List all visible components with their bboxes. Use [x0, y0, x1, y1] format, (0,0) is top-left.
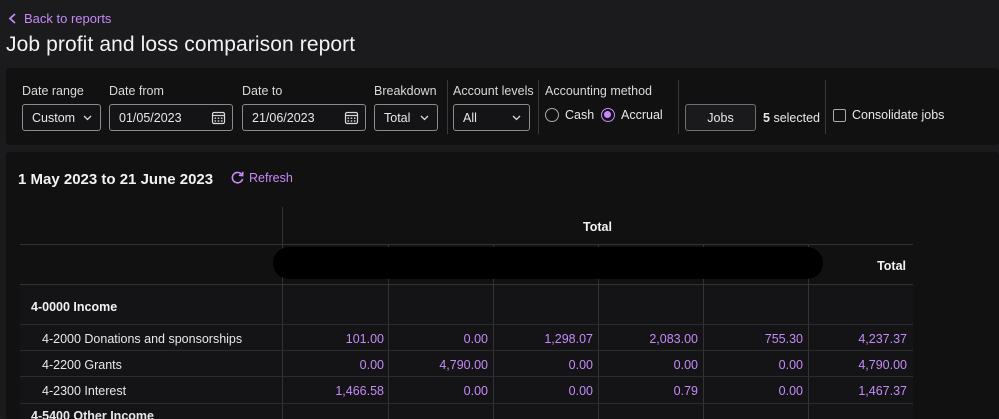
radio-accrual[interactable]: Accrual — [601, 108, 663, 122]
chevron-down-icon — [420, 115, 429, 121]
value-cell[interactable]: 0.00 — [568, 358, 593, 372]
date-range-value: Custom — [32, 110, 76, 125]
value-cell[interactable]: 0.00 — [359, 358, 384, 372]
radio-cash-label: Cash — [565, 108, 595, 122]
account-levels-label: Account levels — [453, 84, 534, 98]
value-cell[interactable]: 0.00 — [778, 358, 803, 372]
row-label-grants: 4-2200 Grants — [42, 358, 122, 372]
value-cell[interactable]: 2,083.00 — [649, 332, 698, 346]
value-cell[interactable]: 4,790.00 — [439, 358, 488, 372]
refresh-label: Refresh — [249, 170, 293, 185]
date-from-value: 01/05/2023 — [119, 110, 182, 125]
value-cell[interactable]: 755.30 — [764, 332, 803, 346]
jobs-button[interactable]: Jobs — [685, 104, 756, 131]
back-label: Back to reports — [24, 11, 112, 26]
chevron-down-icon — [512, 115, 521, 121]
breakdown-label: Breakdown — [374, 84, 437, 98]
row-divider — [20, 324, 913, 325]
calendar-icon[interactable] — [344, 110, 359, 125]
column-divider — [282, 207, 283, 419]
back-to-reports-link[interactable]: Back to reports — [8, 11, 111, 26]
section-income: 4-0000 Income — [31, 300, 118, 314]
value-cell[interactable]: 0.79 — [673, 384, 698, 398]
date-to-value: 21/06/2023 — [252, 110, 315, 125]
value-cell[interactable]: 0.00 — [778, 384, 803, 398]
divider — [447, 80, 448, 134]
chevron-down-icon — [83, 115, 92, 121]
divider — [678, 80, 679, 134]
row-label-interest: 4-2300 Interest — [42, 384, 127, 398]
value-cell[interactable]: 0.00 — [673, 358, 698, 372]
column-divider — [703, 245, 704, 419]
column-divider — [598, 245, 599, 419]
radio-cash[interactable]: Cash — [545, 108, 594, 122]
value-cell[interactable]: 1,298.07 — [544, 332, 593, 346]
column-divider — [808, 245, 809, 419]
filter-panel: Date range Custom Date from 01/05/2023 D… — [6, 68, 999, 145]
date-to-label: Date to — [242, 84, 283, 98]
table-header-row — [20, 207, 913, 245]
column-total-header: Total — [877, 259, 906, 273]
row-divider — [20, 403, 913, 404]
report-panel: 1 May 2023 to 21 June 2023 Refresh Total… — [6, 152, 999, 419]
radio-cash-button[interactable] — [545, 108, 559, 122]
chevron-left-icon — [8, 13, 16, 24]
section-other-income: 4-5400 Other Income — [31, 409, 154, 419]
value-cell[interactable]: 1,466.58 — [335, 384, 384, 398]
value-cell[interactable]: 0.00 — [463, 332, 488, 346]
value-cell[interactable]: 0.00 — [463, 384, 488, 398]
value-cell[interactable]: 4,790.00 — [858, 358, 907, 372]
refresh-icon — [231, 171, 244, 184]
row-divider — [20, 376, 913, 377]
consolidate-jobs-checkbox[interactable]: Consolidate jobs — [833, 108, 944, 122]
value-cell[interactable]: 0.00 — [568, 384, 593, 398]
breakdown-value: Total — [384, 110, 411, 125]
checkbox-box[interactable] — [833, 108, 846, 122]
account-levels-select[interactable]: All — [453, 104, 530, 131]
account-levels-value: All — [463, 110, 477, 125]
header-total: Total — [583, 220, 612, 234]
radio-accrual-label: Accrual — [621, 108, 663, 122]
value-cell[interactable]: 101.00 — [345, 332, 384, 346]
date-from-field[interactable]: 01/05/2023 — [109, 104, 233, 131]
selected-suffix: selected — [773, 111, 820, 125]
calendar-icon[interactable] — [211, 110, 226, 125]
row-divider — [20, 350, 913, 351]
date-range-select[interactable]: Custom — [22, 104, 101, 131]
value-cell[interactable]: 4,237.37 — [858, 332, 907, 346]
date-from-label: Date from — [109, 84, 164, 98]
consolidate-jobs-label: Consolidate jobs — [852, 108, 945, 122]
value-cell[interactable]: 1,467.37 — [858, 384, 907, 398]
divider — [825, 80, 826, 134]
report-date-heading: 1 May 2023 to 21 June 2023 — [18, 171, 214, 188]
report-table: Total Total 4-0000 Income 4-2000 Donatio… — [20, 207, 913, 419]
date-to-field[interactable]: 21/06/2023 — [242, 104, 366, 131]
radio-accrual-button[interactable] — [601, 108, 615, 122]
jobs-selected-count: 5 selected — [763, 111, 820, 125]
divider — [538, 80, 539, 134]
redacted-column-headers — [273, 247, 823, 279]
selected-count-number: 5 — [763, 111, 770, 125]
column-divider — [388, 245, 389, 419]
page-title: Job profit and loss comparison report — [6, 33, 356, 56]
date-range-label: Date range — [22, 84, 84, 98]
column-divider — [493, 245, 494, 419]
accounting-method-label: Accounting method — [545, 84, 653, 98]
refresh-button[interactable]: Refresh — [230, 170, 293, 185]
row-label-donations: 4-2000 Donations and sponsorships — [42, 332, 243, 346]
breakdown-select[interactable]: Total — [374, 104, 438, 131]
